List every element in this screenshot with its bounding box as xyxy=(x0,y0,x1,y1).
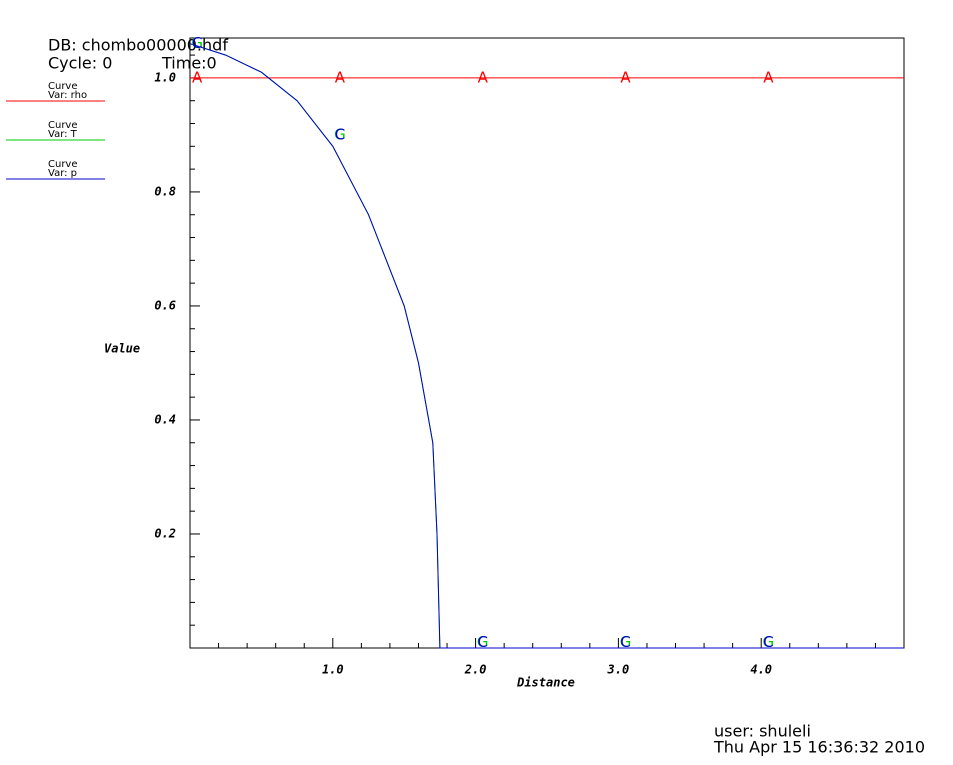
y-tick-label: 0.8 xyxy=(154,184,176,198)
point-marker: A xyxy=(335,68,346,86)
legend-label: Var: rho xyxy=(48,90,87,101)
point-marker: C xyxy=(192,34,202,52)
point-marker: G xyxy=(334,125,346,143)
x-tick-label: 1.0 xyxy=(322,663,344,677)
point-marker: C xyxy=(620,633,630,651)
point-marker: C xyxy=(477,633,487,651)
legend-label: Var: p xyxy=(48,168,77,179)
point-marker: A xyxy=(763,68,774,86)
point-marker: G xyxy=(191,34,203,52)
point-marker: C xyxy=(335,125,345,143)
date-label: Thu Apr 15 16:36:32 2010 xyxy=(713,738,925,757)
x-tick-label: 4.0 xyxy=(750,663,772,677)
user-label: user: shuleli xyxy=(714,722,811,741)
x-axis-label: Distance xyxy=(516,676,575,690)
point-marker: A xyxy=(192,68,203,86)
point-marker: G xyxy=(477,633,489,651)
db-label: DB: chombo00000.hdf xyxy=(48,36,228,55)
y-tick-label: 1.0 xyxy=(154,70,176,84)
legend-title: Curve xyxy=(48,81,78,92)
y-tick-label: 0.4 xyxy=(154,412,176,426)
time-label: Time:0 xyxy=(161,54,217,73)
point-marker: G xyxy=(620,633,632,651)
y-tick-label: 0.2 xyxy=(154,526,176,540)
y-tick-label: 0.6 xyxy=(154,298,176,312)
x-tick-label: 2.0 xyxy=(464,663,487,677)
point-marker: A xyxy=(478,68,489,86)
y-axis-label: Value xyxy=(104,342,140,356)
curve xyxy=(189,43,904,649)
legend-title: Curve xyxy=(48,120,78,131)
point-marker: C xyxy=(763,633,773,651)
plot-frame xyxy=(189,37,905,649)
x-tick-label: 3.0 xyxy=(607,663,630,677)
point-marker: A xyxy=(620,68,631,86)
legend-label: Var: T xyxy=(48,129,78,140)
legend-title: Curve xyxy=(48,159,78,170)
curve xyxy=(189,43,904,649)
point-marker: G xyxy=(763,633,775,651)
cycle-label: Cycle: 0 xyxy=(48,54,112,73)
